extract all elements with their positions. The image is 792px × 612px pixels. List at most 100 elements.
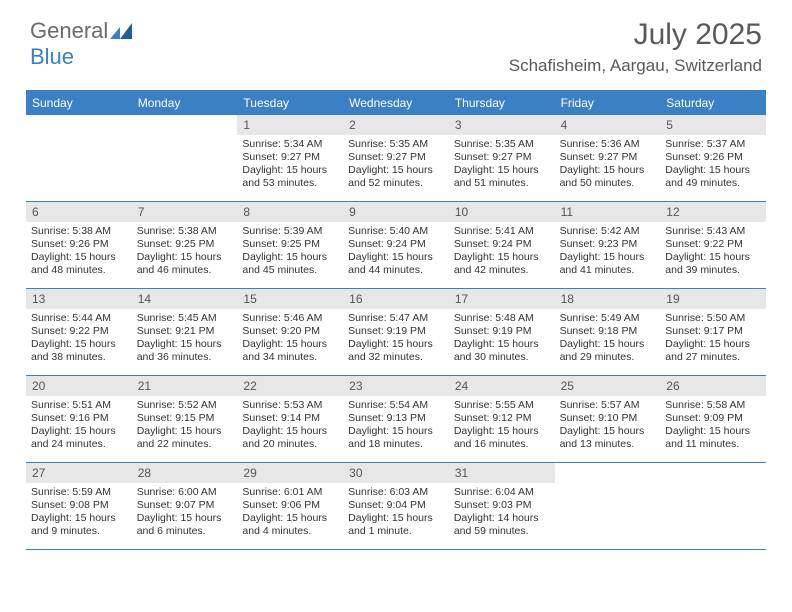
day-cell: 27Sunrise: 5:59 AMSunset: 9:08 PMDayligh…: [26, 463, 132, 549]
day-number: 5: [660, 115, 766, 135]
day-number: 28: [132, 463, 238, 483]
month-title: July 2025: [509, 18, 762, 52]
day-body: Sunrise: 5:50 AMSunset: 9:17 PMDaylight:…: [660, 309, 766, 365]
day-cell: 13Sunrise: 5:44 AMSunset: 9:22 PMDayligh…: [26, 289, 132, 375]
week-row: 1Sunrise: 5:34 AMSunset: 9:27 PMDaylight…: [26, 115, 766, 202]
day-body: Sunrise: 5:37 AMSunset: 9:26 PMDaylight:…: [660, 135, 766, 191]
day-body: Sunrise: 5:36 AMSunset: 9:27 PMDaylight:…: [555, 135, 661, 191]
day-cell: 20Sunrise: 5:51 AMSunset: 9:16 PMDayligh…: [26, 376, 132, 462]
logo-flag-icon: [110, 23, 132, 44]
dow-cell: Tuesday: [237, 92, 343, 115]
day-body: Sunrise: 5:38 AMSunset: 9:26 PMDaylight:…: [26, 222, 132, 278]
day-body: Sunrise: 5:35 AMSunset: 9:27 PMDaylight:…: [449, 135, 555, 191]
day-body: Sunrise: 5:43 AMSunset: 9:22 PMDaylight:…: [660, 222, 766, 278]
day-cell: 8Sunrise: 5:39 AMSunset: 9:25 PMDaylight…: [237, 202, 343, 288]
day-body: Sunrise: 6:01 AMSunset: 9:06 PMDaylight:…: [237, 483, 343, 539]
day-body: Sunrise: 5:35 AMSunset: 9:27 PMDaylight:…: [343, 135, 449, 191]
day-number: 12: [660, 202, 766, 222]
day-number: 25: [555, 376, 661, 396]
dow-cell: Sunday: [26, 92, 132, 115]
day-cell: 9Sunrise: 5:40 AMSunset: 9:24 PMDaylight…: [343, 202, 449, 288]
day-number: 23: [343, 376, 449, 396]
location: Schafisheim, Aargau, Switzerland: [509, 56, 762, 76]
day-number: [660, 463, 766, 483]
dow-cell: Saturday: [660, 92, 766, 115]
day-cell: 26Sunrise: 5:58 AMSunset: 9:09 PMDayligh…: [660, 376, 766, 462]
day-body: Sunrise: 6:04 AMSunset: 9:03 PMDaylight:…: [449, 483, 555, 539]
day-cell: 3Sunrise: 5:35 AMSunset: 9:27 PMDaylight…: [449, 115, 555, 201]
day-body: Sunrise: 5:46 AMSunset: 9:20 PMDaylight:…: [237, 309, 343, 365]
day-number: 1: [237, 115, 343, 135]
day-number: [26, 115, 132, 135]
day-number: 24: [449, 376, 555, 396]
day-number: 20: [26, 376, 132, 396]
title-block: July 2025 Schafisheim, Aargau, Switzerla…: [509, 18, 762, 76]
weeks-container: 1Sunrise: 5:34 AMSunset: 9:27 PMDaylight…: [26, 115, 766, 550]
day-body: Sunrise: 5:58 AMSunset: 9:09 PMDaylight:…: [660, 396, 766, 452]
day-number: 26: [660, 376, 766, 396]
day-number: 11: [555, 202, 661, 222]
day-number: 15: [237, 289, 343, 309]
day-cell: 19Sunrise: 5:50 AMSunset: 9:17 PMDayligh…: [660, 289, 766, 375]
day-cell: 2Sunrise: 5:35 AMSunset: 9:27 PMDaylight…: [343, 115, 449, 201]
day-body: Sunrise: 5:53 AMSunset: 9:14 PMDaylight:…: [237, 396, 343, 452]
day-cell: [26, 115, 132, 201]
day-body: Sunrise: 5:49 AMSunset: 9:18 PMDaylight:…: [555, 309, 661, 365]
day-cell: 25Sunrise: 5:57 AMSunset: 9:10 PMDayligh…: [555, 376, 661, 462]
day-body: Sunrise: 5:40 AMSunset: 9:24 PMDaylight:…: [343, 222, 449, 278]
day-body: Sunrise: 5:55 AMSunset: 9:12 PMDaylight:…: [449, 396, 555, 452]
day-cell: 6Sunrise: 5:38 AMSunset: 9:26 PMDaylight…: [26, 202, 132, 288]
day-cell: 10Sunrise: 5:41 AMSunset: 9:24 PMDayligh…: [449, 202, 555, 288]
day-number: 8: [237, 202, 343, 222]
day-number: 17: [449, 289, 555, 309]
day-number: 14: [132, 289, 238, 309]
day-number: 2: [343, 115, 449, 135]
day-cell: 18Sunrise: 5:49 AMSunset: 9:18 PMDayligh…: [555, 289, 661, 375]
day-body: Sunrise: 5:44 AMSunset: 9:22 PMDaylight:…: [26, 309, 132, 365]
week-row: 13Sunrise: 5:44 AMSunset: 9:22 PMDayligh…: [26, 289, 766, 376]
day-cell: 30Sunrise: 6:03 AMSunset: 9:04 PMDayligh…: [343, 463, 449, 549]
dow-cell: Friday: [555, 92, 661, 115]
day-body: Sunrise: 5:41 AMSunset: 9:24 PMDaylight:…: [449, 222, 555, 278]
day-cell: 12Sunrise: 5:43 AMSunset: 9:22 PMDayligh…: [660, 202, 766, 288]
day-body: Sunrise: 5:54 AMSunset: 9:13 PMDaylight:…: [343, 396, 449, 452]
day-body: Sunrise: 5:38 AMSunset: 9:25 PMDaylight:…: [132, 222, 238, 278]
day-number: 31: [449, 463, 555, 483]
day-body: Sunrise: 5:52 AMSunset: 9:15 PMDaylight:…: [132, 396, 238, 452]
day-cell: [132, 115, 238, 201]
day-number: 13: [26, 289, 132, 309]
day-body: Sunrise: 5:42 AMSunset: 9:23 PMDaylight:…: [555, 222, 661, 278]
day-cell: 1Sunrise: 5:34 AMSunset: 9:27 PMDaylight…: [237, 115, 343, 201]
day-body: Sunrise: 5:48 AMSunset: 9:19 PMDaylight:…: [449, 309, 555, 365]
day-number: [132, 115, 238, 135]
day-body: Sunrise: 5:39 AMSunset: 9:25 PMDaylight:…: [237, 222, 343, 278]
days-of-week-row: SundayMondayTuesdayWednesdayThursdayFrid…: [26, 92, 766, 115]
day-number: 22: [237, 376, 343, 396]
header: General Blue July 2025 Schafisheim, Aarg…: [0, 0, 792, 82]
logo-word-blue: Blue: [30, 44, 74, 69]
dow-cell: Monday: [132, 92, 238, 115]
week-row: 27Sunrise: 5:59 AMSunset: 9:08 PMDayligh…: [26, 463, 766, 550]
day-cell: [555, 463, 661, 549]
day-number: 30: [343, 463, 449, 483]
day-number: 19: [660, 289, 766, 309]
logo-word-general: General: [30, 18, 108, 43]
day-number: 6: [26, 202, 132, 222]
day-number: 3: [449, 115, 555, 135]
day-cell: 11Sunrise: 5:42 AMSunset: 9:23 PMDayligh…: [555, 202, 661, 288]
logo: General Blue: [30, 18, 132, 70]
day-number: 7: [132, 202, 238, 222]
day-cell: 15Sunrise: 5:46 AMSunset: 9:20 PMDayligh…: [237, 289, 343, 375]
day-cell: 7Sunrise: 5:38 AMSunset: 9:25 PMDaylight…: [132, 202, 238, 288]
dow-cell: Wednesday: [343, 92, 449, 115]
day-cell: 4Sunrise: 5:36 AMSunset: 9:27 PMDaylight…: [555, 115, 661, 201]
day-body: Sunrise: 6:00 AMSunset: 9:07 PMDaylight:…: [132, 483, 238, 539]
day-cell: 17Sunrise: 5:48 AMSunset: 9:19 PMDayligh…: [449, 289, 555, 375]
day-cell: [660, 463, 766, 549]
day-number: 27: [26, 463, 132, 483]
day-cell: 14Sunrise: 5:45 AMSunset: 9:21 PMDayligh…: [132, 289, 238, 375]
day-cell: 29Sunrise: 6:01 AMSunset: 9:06 PMDayligh…: [237, 463, 343, 549]
day-cell: 16Sunrise: 5:47 AMSunset: 9:19 PMDayligh…: [343, 289, 449, 375]
day-cell: 21Sunrise: 5:52 AMSunset: 9:15 PMDayligh…: [132, 376, 238, 462]
dow-cell: Thursday: [449, 92, 555, 115]
